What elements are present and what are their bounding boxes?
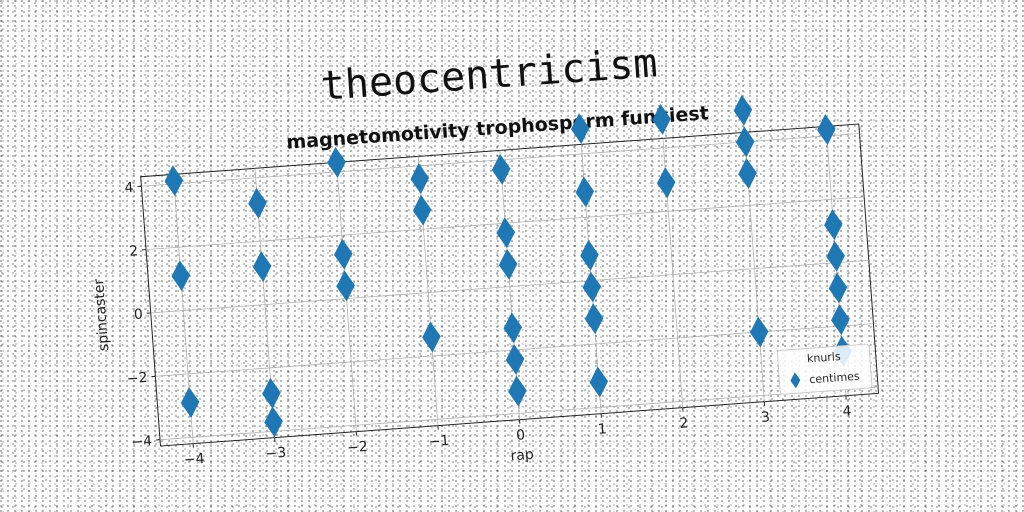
data-markers — [164, 94, 852, 438]
data-point — [252, 251, 272, 283]
data-point — [334, 238, 353, 270]
data-point — [580, 239, 599, 271]
data-point — [503, 312, 523, 344]
x-tick-label: −2 — [347, 439, 369, 456]
y-tick-label: −2 — [126, 370, 148, 387]
data-point — [826, 240, 845, 272]
data-point — [171, 260, 191, 292]
data-point — [180, 386, 200, 418]
data-point — [498, 248, 518, 280]
data-point — [589, 366, 609, 398]
data-point — [491, 153, 511, 185]
chart-title: magnetomotivity trophosperm funkiest — [286, 102, 710, 153]
x-tick-label: −4 — [183, 451, 205, 468]
data-point — [262, 377, 281, 409]
y-tick-label: 4 — [124, 180, 134, 197]
data-point — [735, 126, 755, 158]
data-point — [817, 114, 836, 146]
data-point — [824, 209, 843, 241]
data-point — [570, 113, 590, 144]
data-point — [164, 165, 184, 197]
x-axis-label: rap — [510, 447, 534, 465]
data-point — [336, 270, 355, 302]
data-point — [828, 272, 848, 304]
plot-area: −4 −3 −2 −1 0 1 2 3 4 −4 −2 0 2 4 rap spincaster knur… — [91, 94, 880, 468]
x-tick-label: −1 — [428, 433, 450, 450]
x-tick-label: −3 — [265, 445, 287, 462]
legend-title: knurls — [807, 350, 842, 365]
data-point — [248, 187, 267, 219]
x-tick-label: 4 — [842, 403, 852, 420]
data-point — [656, 167, 676, 199]
y-axis-label: spincaster — [91, 278, 112, 352]
y-tick-label: 0 — [133, 307, 143, 324]
x-tick-label: 0 — [516, 427, 526, 444]
data-point — [496, 217, 516, 249]
legend-entry-label: centimes — [809, 370, 860, 387]
data-point — [327, 146, 346, 178]
data-point — [652, 103, 671, 135]
data-point — [508, 375, 527, 407]
data-point — [749, 316, 769, 348]
suptitle: theocentricism — [319, 40, 659, 109]
x-tick-label: 2 — [679, 415, 689, 432]
data-point — [831, 304, 850, 336]
data-point — [422, 321, 441, 353]
data-point — [505, 344, 525, 375]
data-point — [264, 406, 283, 438]
y-gridline — [150, 259, 869, 314]
data-point — [412, 194, 432, 226]
legend-marker — [790, 372, 801, 389]
x-tick-label: 3 — [760, 409, 770, 426]
legend-box — [776, 343, 873, 395]
y-tick-label: −4 — [131, 433, 153, 450]
data-point — [733, 94, 753, 126]
x-tick-label: 1 — [597, 421, 607, 438]
data-point — [584, 303, 604, 335]
grid — [141, 126, 879, 444]
data-point — [582, 271, 602, 303]
data-point — [410, 163, 430, 194]
y-gridline — [159, 386, 879, 441]
y-tick-label: 2 — [129, 243, 139, 260]
data-point — [738, 158, 757, 190]
tick-labels: −4 −3 −2 −1 0 1 2 3 4 −4 −2 0 2 4 — [124, 180, 852, 468]
data-point — [575, 176, 595, 208]
legend: knurls centimes — [776, 343, 873, 395]
